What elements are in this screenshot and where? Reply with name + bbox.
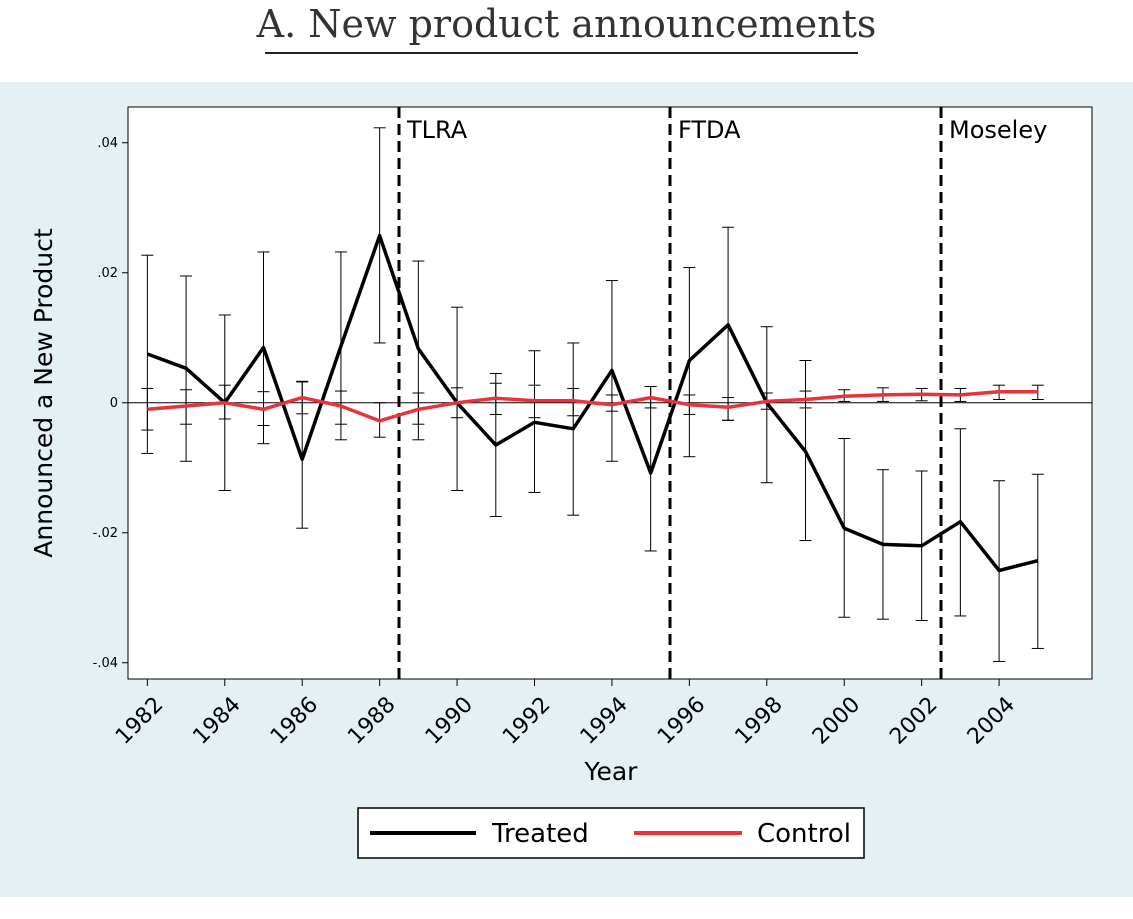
x-tick-label: 1982 xyxy=(111,692,168,749)
x-tick-label: 1998 xyxy=(731,692,788,749)
legend-box xyxy=(357,807,865,859)
y-tick-label: -.02 xyxy=(93,526,118,541)
y-tick-label: 0 xyxy=(110,396,118,411)
y-tick-label: .02 xyxy=(97,266,118,281)
x-tick-label: 1984 xyxy=(189,692,246,749)
y-tick-label: -.04 xyxy=(93,656,118,671)
x-tick-label: 1994 xyxy=(576,692,633,749)
x-tick-label: 1990 xyxy=(421,692,478,749)
x-tick-label: 2004 xyxy=(963,692,1020,749)
legend-label-control: Control xyxy=(757,819,851,849)
series-line-treated xyxy=(146,233,1039,573)
page-title: A. New product announcements xyxy=(256,2,877,46)
x-tick-label: 2002 xyxy=(885,692,942,749)
y-tick-label: .04 xyxy=(97,136,118,151)
chart-panel: .04 .02 0 -.02 -.04 1982 1984 1986 1988 1990 1992 1… xyxy=(0,82,1133,897)
x-tick-label: 2000 xyxy=(808,692,865,749)
x-tick-label: 1988 xyxy=(343,692,400,749)
legend-label-treated: Treated xyxy=(491,819,589,849)
series-line-control xyxy=(147,389,1038,423)
x-tick-label: 1986 xyxy=(266,692,323,749)
event-label: FTDA xyxy=(678,116,741,144)
x-tick-label: 1992 xyxy=(498,692,555,749)
event-lines: TLRA FTDA Moseley xyxy=(397,107,1047,679)
legend: Treated Control xyxy=(357,807,865,859)
title-underline xyxy=(265,52,858,54)
new-product-chart: .04 .02 0 -.02 -.04 1982 1984 1986 1988 1990 1992 1… xyxy=(29,106,1093,859)
y-axis-label: Announced a New Product xyxy=(29,228,58,558)
event-label: Moseley xyxy=(949,116,1047,144)
x-axis-label: Year xyxy=(584,757,639,786)
x-tick-label: 1996 xyxy=(653,692,710,749)
series xyxy=(141,127,1044,662)
event-label: TLRA xyxy=(406,116,468,144)
